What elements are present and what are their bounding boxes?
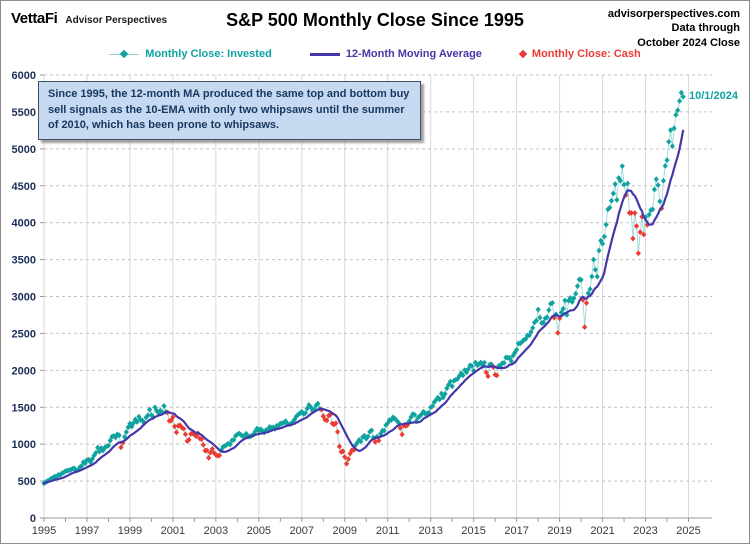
source-data-through: Data through [671, 22, 740, 35]
svg-text:4000: 4000 [12, 218, 36, 230]
chart-title: S&P 500 Monthly Close Since 1995 [226, 10, 524, 30]
svg-text:2500: 2500 [12, 328, 36, 340]
logo-brand-text: VettaFi [11, 10, 58, 27]
svg-text:2007: 2007 [290, 525, 314, 537]
legend-label-moving-average: 12-Month Moving Average [345, 48, 482, 60]
svg-text:2023: 2023 [633, 525, 657, 537]
chart-legend: Monthly Close: Invested 12-Month Moving … [1, 48, 749, 60]
svg-text:2017: 2017 [504, 525, 528, 537]
svg-text:2011: 2011 [376, 525, 400, 537]
svg-text:2000: 2000 [12, 365, 36, 377]
legend-label-cash: Monthly Close: Cash [531, 48, 641, 60]
svg-text:1000: 1000 [12, 439, 36, 451]
svg-text:2015: 2015 [461, 525, 485, 537]
svg-text:5000: 5000 [12, 144, 36, 156]
svg-text:1500: 1500 [12, 402, 36, 414]
svg-text:4500: 4500 [12, 181, 36, 193]
svg-text:5500: 5500 [12, 107, 36, 119]
svg-text:2005: 2005 [247, 525, 271, 537]
svg-text:2021: 2021 [590, 525, 614, 537]
svg-text:1995: 1995 [32, 525, 56, 537]
invested-line-diamond-icon [109, 49, 140, 59]
svg-text:1997: 1997 [75, 525, 99, 537]
vettafi-logo: VettaFi Advisor Perspectives [11, 10, 167, 27]
svg-text:6000: 6000 [12, 70, 36, 82]
svg-text:2009: 2009 [333, 525, 357, 537]
svg-text:3500: 3500 [12, 255, 36, 267]
annotation-callout: Since 1995, the 12-month MA produced the… [38, 81, 421, 140]
source-block: advisorperspectives.com Data through Oct… [608, 7, 740, 50]
source-close-date: October 2024 Close [637, 36, 740, 49]
legend-item-cash: Monthly Close: Cash [518, 48, 641, 60]
svg-text:2001: 2001 [161, 525, 185, 537]
legend-item-invested: Monthly Close: Invested [109, 48, 272, 60]
svg-text:0: 0 [30, 513, 36, 525]
svg-text:2019: 2019 [547, 525, 571, 537]
gridlines [43, 74, 712, 518]
legend-item-moving-average: 12-Month Moving Average [309, 48, 482, 60]
svg-text:3000: 3000 [12, 292, 36, 304]
moving-average-line [42, 129, 685, 485]
cash-diamond-icon [518, 49, 528, 59]
legend-label-invested: Monthly Close: Invested [145, 48, 272, 60]
moving-average-line-icon [309, 52, 340, 56]
svg-text:2003: 2003 [204, 525, 228, 537]
svg-text:2025: 2025 [676, 525, 700, 537]
monthly-close-connector [43, 90, 684, 484]
logo-sub-text: Advisor Perspectives [65, 15, 168, 26]
svg-text:500: 500 [18, 476, 36, 488]
svg-text:2013: 2013 [418, 525, 442, 537]
svg-text:1999: 1999 [118, 525, 142, 537]
last-point-date-label: 10/1/2024 [689, 90, 738, 102]
source-site: advisorperspectives.com [607, 8, 740, 20]
axes: 0 500 1000 1500 2000 2500 3000 3500 4000 4500 5000… [12, 70, 712, 537]
